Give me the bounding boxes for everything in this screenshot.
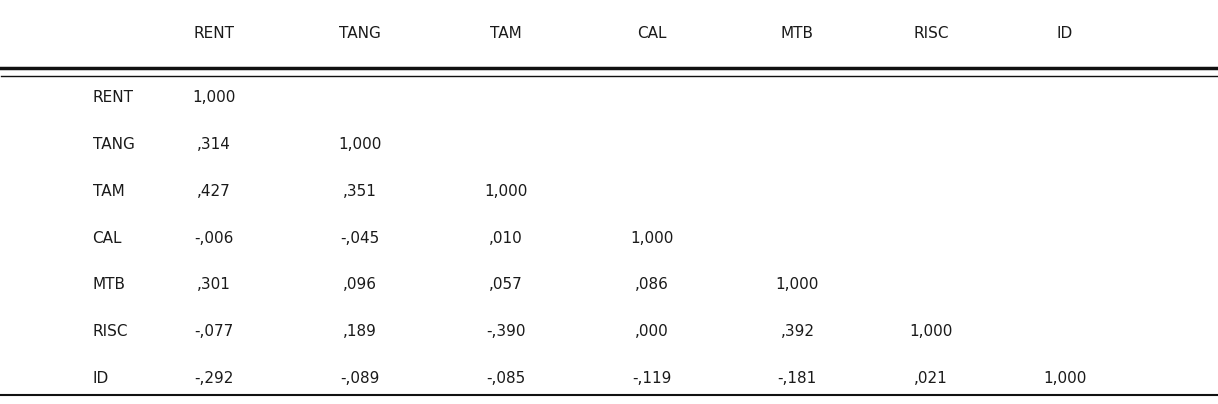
Text: CAL: CAL <box>93 231 122 246</box>
Text: TANG: TANG <box>93 137 134 152</box>
Text: ,086: ,086 <box>635 278 669 292</box>
Text: 1,000: 1,000 <box>339 137 381 152</box>
Text: -,390: -,390 <box>486 324 525 339</box>
Text: -,292: -,292 <box>195 371 234 386</box>
Text: ,427: ,427 <box>197 184 231 199</box>
Text: ID: ID <box>93 371 108 386</box>
Text: -,085: -,085 <box>486 371 525 386</box>
Text: ,000: ,000 <box>635 324 669 339</box>
Text: TAM: TAM <box>93 184 124 199</box>
Text: -,119: -,119 <box>632 371 671 386</box>
Text: 1,000: 1,000 <box>192 90 236 105</box>
Text: ,021: ,021 <box>915 371 948 386</box>
Text: RENT: RENT <box>93 90 134 105</box>
Text: ,189: ,189 <box>343 324 376 339</box>
Text: ,057: ,057 <box>488 278 523 292</box>
Text: ,392: ,392 <box>781 324 815 339</box>
Text: ,314: ,314 <box>197 137 231 152</box>
Text: 1,000: 1,000 <box>776 278 818 292</box>
Text: TAM: TAM <box>490 26 521 41</box>
Text: -,077: -,077 <box>195 324 234 339</box>
Text: ID: ID <box>1056 26 1073 41</box>
Text: ,010: ,010 <box>488 231 523 246</box>
Text: TANG: TANG <box>339 26 381 41</box>
Text: MTB: MTB <box>781 26 814 41</box>
Text: RISC: RISC <box>914 26 949 41</box>
Text: -,089: -,089 <box>340 371 380 386</box>
Text: ,096: ,096 <box>343 278 376 292</box>
Text: ,351: ,351 <box>343 184 376 199</box>
Text: ,301: ,301 <box>197 278 231 292</box>
Text: RENT: RENT <box>194 26 235 41</box>
Text: 1,000: 1,000 <box>1043 371 1086 386</box>
Text: 1,000: 1,000 <box>484 184 527 199</box>
Text: CAL: CAL <box>637 26 666 41</box>
Text: -,181: -,181 <box>778 371 817 386</box>
Text: -,045: -,045 <box>340 231 380 246</box>
Text: 1,000: 1,000 <box>910 324 952 339</box>
Text: -,006: -,006 <box>195 231 234 246</box>
Text: RISC: RISC <box>93 324 128 339</box>
Text: MTB: MTB <box>93 278 125 292</box>
Text: 1,000: 1,000 <box>630 231 674 246</box>
